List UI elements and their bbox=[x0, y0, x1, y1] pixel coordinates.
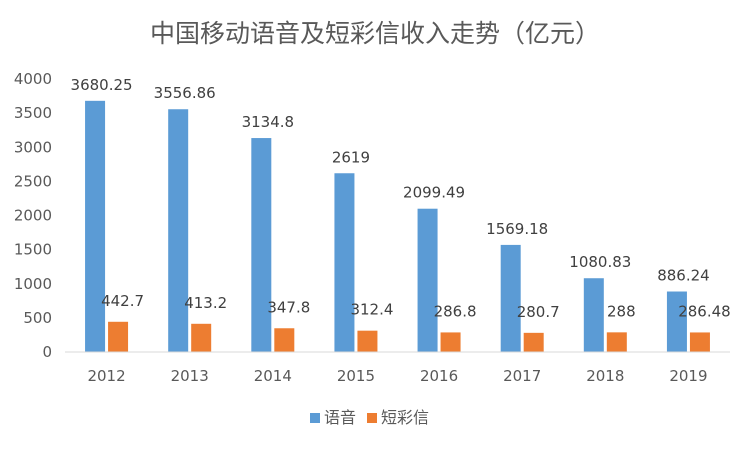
y-tick-label: 3500 bbox=[14, 104, 52, 122]
data-label-sms: 286.48 bbox=[678, 302, 731, 320]
chart-title: 中国移动语音及短彩信收入走势（亿元） bbox=[150, 19, 600, 48]
bar-voice bbox=[417, 208, 438, 352]
bar-sms bbox=[440, 332, 461, 352]
x-tick-label: 2012 bbox=[87, 367, 125, 385]
bar-sms bbox=[274, 328, 295, 352]
bar-sms bbox=[606, 332, 627, 352]
data-label-sms: 288 bbox=[607, 302, 636, 320]
x-axis: 2012 2013 2014 2015 2016 2017 2018 2019 bbox=[65, 351, 730, 385]
x-tick-label: 2018 bbox=[586, 367, 624, 385]
y-tick-label: 1500 bbox=[14, 241, 52, 259]
x-tick-label: 2015 bbox=[337, 367, 375, 385]
bar-sms bbox=[523, 332, 544, 352]
data-label-sms: 442.7 bbox=[101, 292, 144, 310]
data-label-sms: 347.8 bbox=[267, 298, 310, 316]
data-label-sms: 312.4 bbox=[350, 301, 393, 319]
data-label-voice: 3556.86 bbox=[154, 84, 216, 102]
y-tick-label: 0 bbox=[42, 343, 52, 361]
bar-sms bbox=[357, 330, 378, 352]
data-label-voice: 886.24 bbox=[657, 267, 710, 285]
data-labels-group: 3680.25 442.7 3556.86 413.2 3134.8 347.8 2619 3… bbox=[71, 76, 731, 321]
legend-label: 语音 bbox=[324, 408, 356, 427]
y-tick-label: 2000 bbox=[14, 207, 52, 225]
data-label-voice: 3680.25 bbox=[71, 76, 133, 94]
bar-voice bbox=[583, 278, 604, 352]
x-tick-label: 2017 bbox=[503, 367, 541, 385]
legend-swatch bbox=[367, 413, 377, 423]
bar-voice bbox=[500, 244, 521, 352]
data-label-voice: 2619 bbox=[332, 148, 370, 166]
legend: 语音 短彩信 bbox=[310, 408, 429, 427]
x-tick-label: 2019 bbox=[669, 367, 707, 385]
y-tick-label: 2500 bbox=[14, 172, 52, 190]
bars-group bbox=[85, 100, 710, 352]
data-label-sms: 286.8 bbox=[434, 302, 477, 320]
y-tick-label: 3000 bbox=[14, 138, 52, 156]
data-label-voice: 3134.8 bbox=[242, 113, 295, 131]
x-tick-label: 2016 bbox=[420, 367, 458, 385]
data-label-voice: 1080.83 bbox=[569, 253, 631, 271]
x-tick-label: 2014 bbox=[254, 367, 292, 385]
bar-sms bbox=[689, 332, 710, 352]
bar-sms bbox=[191, 323, 212, 352]
legend-swatch bbox=[310, 413, 320, 423]
legend-label: 短彩信 bbox=[381, 408, 429, 427]
y-axis: 0 500 1000 1500 2000 2500 3000 3500 4000 bbox=[14, 70, 52, 361]
bar-voice bbox=[251, 138, 272, 352]
bar-voice bbox=[666, 291, 687, 352]
data-label-sms: 413.2 bbox=[184, 294, 227, 312]
bar-sms bbox=[108, 321, 129, 352]
x-tick-label: 2013 bbox=[171, 367, 209, 385]
bar-voice bbox=[334, 173, 355, 352]
data-label-voice: 1569.18 bbox=[486, 220, 548, 238]
y-tick-label: 4000 bbox=[14, 70, 52, 88]
data-label-voice: 2099.49 bbox=[403, 184, 465, 202]
bar-voice bbox=[85, 100, 106, 352]
data-label-sms: 280.7 bbox=[517, 303, 560, 321]
y-tick-label: 1000 bbox=[14, 275, 52, 293]
y-tick-label: 500 bbox=[23, 309, 52, 327]
bar-voice bbox=[168, 109, 189, 352]
